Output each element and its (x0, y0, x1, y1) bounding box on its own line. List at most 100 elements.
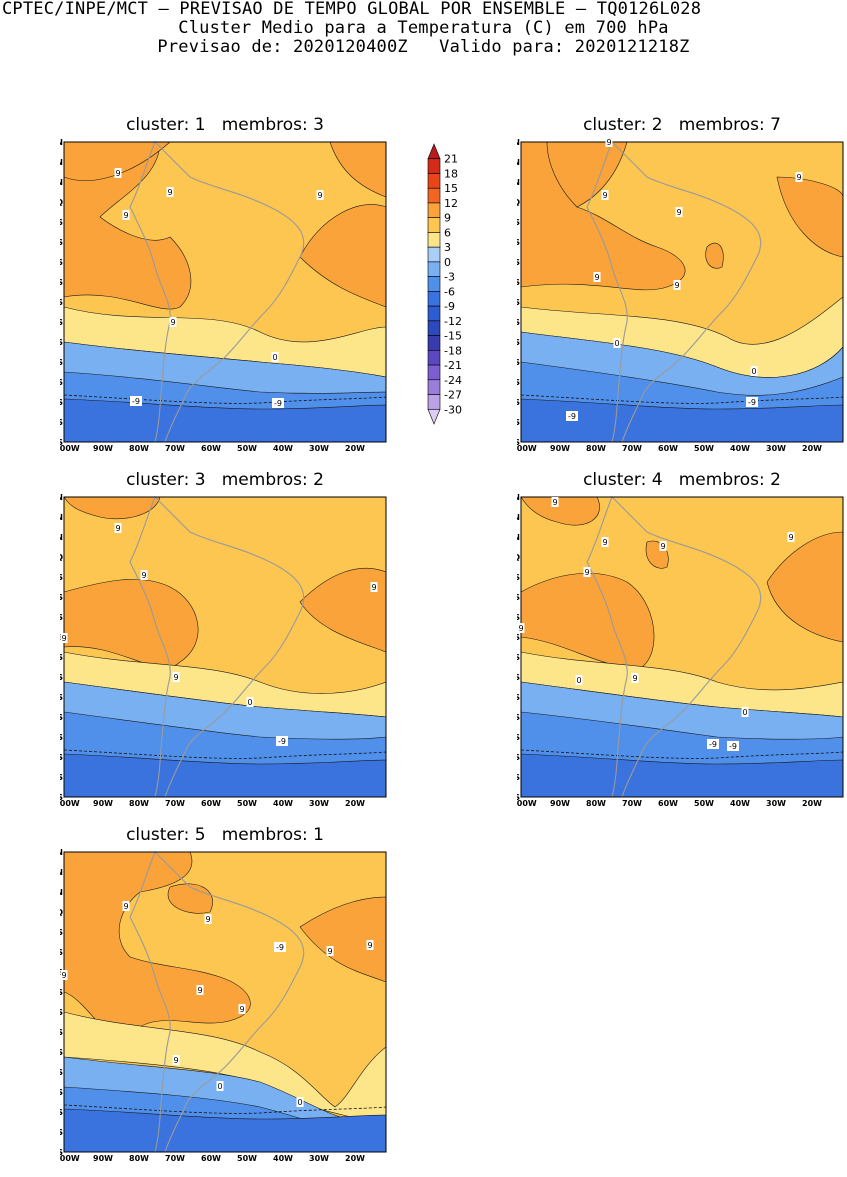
panel-title: cluster: 5 membros: 1 (126, 825, 324, 845)
contour-label-bg (204, 914, 212, 924)
lat-tick-label: 55S (60, 773, 63, 782)
header-line-3: Previsao de: 2020120400Z Valido para: 20… (157, 37, 690, 57)
colorbar-tick-label: -9 (444, 300, 455, 313)
colorbar-swatch (427, 202, 441, 218)
contour-label-bg (122, 901, 130, 911)
contour-label: 9 (594, 273, 599, 282)
lat-tick-label: 60S (517, 793, 520, 802)
contour-line (63, 1104, 387, 1114)
contour-label-bg (613, 338, 621, 348)
contour-label-bg (140, 570, 148, 580)
lat-tick-label: 45S (60, 1088, 63, 1097)
colorbar-swatch (427, 305, 441, 322)
lon-tick-label: 20W (802, 444, 822, 453)
lat-tick-label: 5N (60, 888, 63, 897)
contour-label: 9 (788, 533, 793, 542)
contour-line (520, 749, 844, 759)
lon-tick-label: 50W (237, 444, 257, 453)
contour-label: 9 (123, 902, 128, 911)
lon-tick-label: 60W (201, 444, 221, 453)
contour-label-bg (675, 207, 683, 217)
temperature-band (546, 141, 628, 208)
lon-tick-label: 90W (550, 444, 570, 453)
colorbar-swatch (427, 379, 441, 395)
lat-tick-label: EQ (60, 553, 63, 562)
colorbar-tick-label: -15 (444, 330, 462, 343)
colorbar-tick-label: 9 (444, 212, 451, 225)
lon-tick-label: 70W (165, 444, 185, 453)
contour-label-bg (366, 940, 374, 950)
lat-tick-label: 30S (60, 318, 63, 327)
lat-tick-label: 30S (517, 318, 520, 327)
lat-tick-label: 25S (60, 1008, 63, 1017)
lat-tick-label: 15N (60, 848, 63, 857)
lat-tick-label: 15S (517, 258, 520, 267)
contour-label-bg (787, 532, 795, 542)
contour-label: 9 (518, 624, 523, 633)
contour-label-bg (370, 582, 378, 592)
lat-tick-label: 15N (60, 138, 63, 147)
contour-label-bg (601, 190, 609, 200)
lat-tick-label: 25S (60, 298, 63, 307)
lat-tick-label: 55S (517, 418, 520, 427)
lat-tick-label: EQ (517, 198, 520, 207)
lat-tick-label: EQ (60, 198, 63, 207)
lat-tick-label: 10S (60, 593, 63, 602)
contour-label-bg (274, 942, 286, 952)
temperature-band (63, 753, 387, 798)
lat-tick-label: 60S (60, 438, 63, 447)
map-frame (63, 496, 387, 798)
contour-label: 9 (660, 542, 665, 551)
colorbar-swatch (427, 394, 441, 410)
panel-title: cluster: 3 membros: 2 (126, 470, 324, 490)
lat-tick-label: 35S (517, 338, 520, 347)
contour-label: 9 (606, 138, 611, 147)
figure-header: CPTEC/INPE/MCT – PREVISAO DE TEMPO GLOBA… (0, 0, 847, 57)
contour-line (520, 394, 844, 404)
panel-title: cluster: 1 membros: 3 (126, 115, 324, 135)
lat-tick-label: 15S (60, 258, 63, 267)
lat-tick-label: 50S (517, 753, 520, 762)
colorbar-tick-label: 21 (444, 153, 458, 166)
lon-tick-label: 90W (93, 444, 113, 453)
contour-label: -9 (748, 398, 756, 407)
colorbar-tick-label: -12 (444, 315, 462, 328)
temperature-band (63, 579, 199, 668)
contour-label: 9 (173, 673, 178, 682)
lon-tick-label: 40W (273, 1154, 293, 1163)
contour-label: -9 (709, 740, 717, 749)
colorbar-tick-label: -27 (444, 389, 462, 402)
contour-label: 9 (371, 583, 376, 592)
map-frame (520, 141, 844, 443)
lon-tick-label: 80W (586, 444, 606, 453)
colorbar-swatch (427, 291, 441, 307)
lat-tick-label: 55S (60, 418, 63, 427)
lon-tick-label: 60W (658, 799, 678, 808)
lon-tick-label: 20W (345, 1154, 365, 1163)
colorbar-tick-label: 12 (444, 197, 458, 210)
lat-tick-label: 35S (517, 693, 520, 702)
contour-label: 9 (602, 191, 607, 200)
lat-tick-label: 15N (517, 493, 520, 502)
panel-title: cluster: 4 membros: 2 (583, 470, 781, 490)
contour-label: 9 (173, 1056, 178, 1065)
contour-label-bg (60, 633, 68, 643)
contour-label: 9 (552, 498, 557, 507)
contour-label-bg (122, 210, 130, 220)
lat-tick-label: 10S (517, 593, 520, 602)
contour-label: 9 (676, 208, 681, 217)
contour-label-bg (216, 1081, 224, 1091)
contour-label-bg (593, 272, 601, 282)
lat-tick-label: 5S (60, 573, 63, 582)
contour-label: 9 (584, 568, 589, 577)
lat-tick-label: 45S (60, 378, 63, 387)
lat-tick-label: 10N (517, 158, 520, 167)
coastline (129, 141, 305, 443)
lon-tick-label: 30W (766, 444, 786, 453)
contour-label-bg (316, 190, 324, 200)
lon-tick-label: 50W (237, 799, 257, 808)
temperature-band (705, 242, 724, 269)
colorbar-swatch (427, 350, 441, 366)
contour-label-bg (172, 672, 180, 682)
lat-tick-label: 10N (60, 513, 63, 522)
